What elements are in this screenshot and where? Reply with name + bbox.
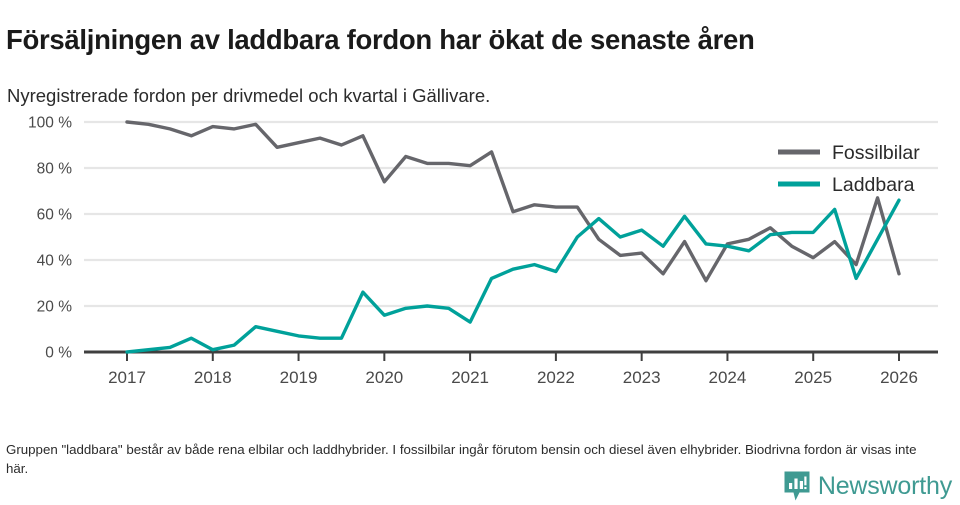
x-tick-label: 2019 [280,368,318,387]
x-tick-label: 2024 [709,368,747,387]
y-tick-label: 100 % [28,115,72,132]
chart-canvas: 0 % 20 % 40 % 60 % 80 % 100 % 2017 2018 2019 202… [28,115,938,387]
newsworthy-logo[interactable]: Newsworthy [783,470,952,503]
x-tick-label: 2026 [880,368,918,387]
page-title: Försäljningen av laddbara fordon har öka… [6,24,755,56]
series-line-laddbara [125,198,901,354]
y-axis-tick-labels: 0 % 20 % 40 % 60 % 80 % 100 % [28,115,72,362]
chart-footnote: Gruppen "laddbara" består av både rena e… [6,442,917,476]
legend-label: Fossilbilar [832,142,920,164]
page-subtitle: Nyregistrerade fordon per drivmedel och … [7,85,491,107]
y-tick-label: 80 % [37,161,73,178]
y-tick-label: 60 % [37,207,73,224]
bar-chart-pin-icon [784,471,810,501]
x-tick-label: 2017 [108,368,146,387]
x-axis-tick-labels: 2017 2018 2019 2020 2021 2022 2023 2024 2025 2026 [108,368,918,387]
line-chart: 0 % 20 % 40 % 60 % 80 % 100 % 2017 2018 2019 202… [0,108,960,398]
chart-legend[interactable]: Fossilbilar Laddbara [778,142,920,196]
legend-label: Laddbara [832,174,915,196]
series-line-fossilbilar [125,120,901,283]
y-tick-label: 20 % [37,299,73,316]
grid-lines [84,120,938,308]
data-series [125,120,901,354]
x-tick-label: 2020 [365,368,403,387]
x-tick-label: 2022 [537,368,575,387]
x-tick-label: 2025 [794,368,832,387]
logo-wordmark: Newsworthy [817,472,952,500]
y-tick-label: 0 % [45,345,72,362]
x-axis-line [84,350,938,361]
x-tick-label: 2018 [194,368,232,387]
x-tick-label: 2021 [451,368,489,387]
x-tick-label: 2023 [623,368,661,387]
y-tick-label: 40 % [37,253,73,270]
